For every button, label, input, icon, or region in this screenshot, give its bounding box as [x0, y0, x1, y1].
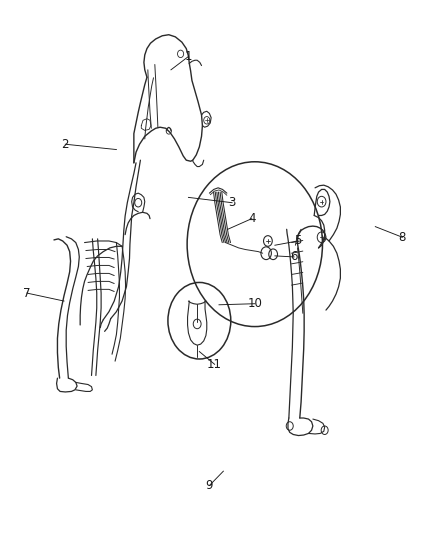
Text: 9: 9	[206, 479, 213, 492]
Text: 11: 11	[207, 358, 222, 371]
Text: 3: 3	[228, 196, 236, 209]
Text: 8: 8	[399, 231, 406, 244]
Text: 5: 5	[294, 235, 301, 247]
Text: 1: 1	[185, 50, 192, 63]
Text: 10: 10	[247, 297, 262, 310]
Text: 4: 4	[248, 212, 255, 225]
Text: 7: 7	[23, 287, 31, 300]
Text: 2: 2	[62, 138, 69, 151]
Text: 6: 6	[290, 251, 298, 263]
